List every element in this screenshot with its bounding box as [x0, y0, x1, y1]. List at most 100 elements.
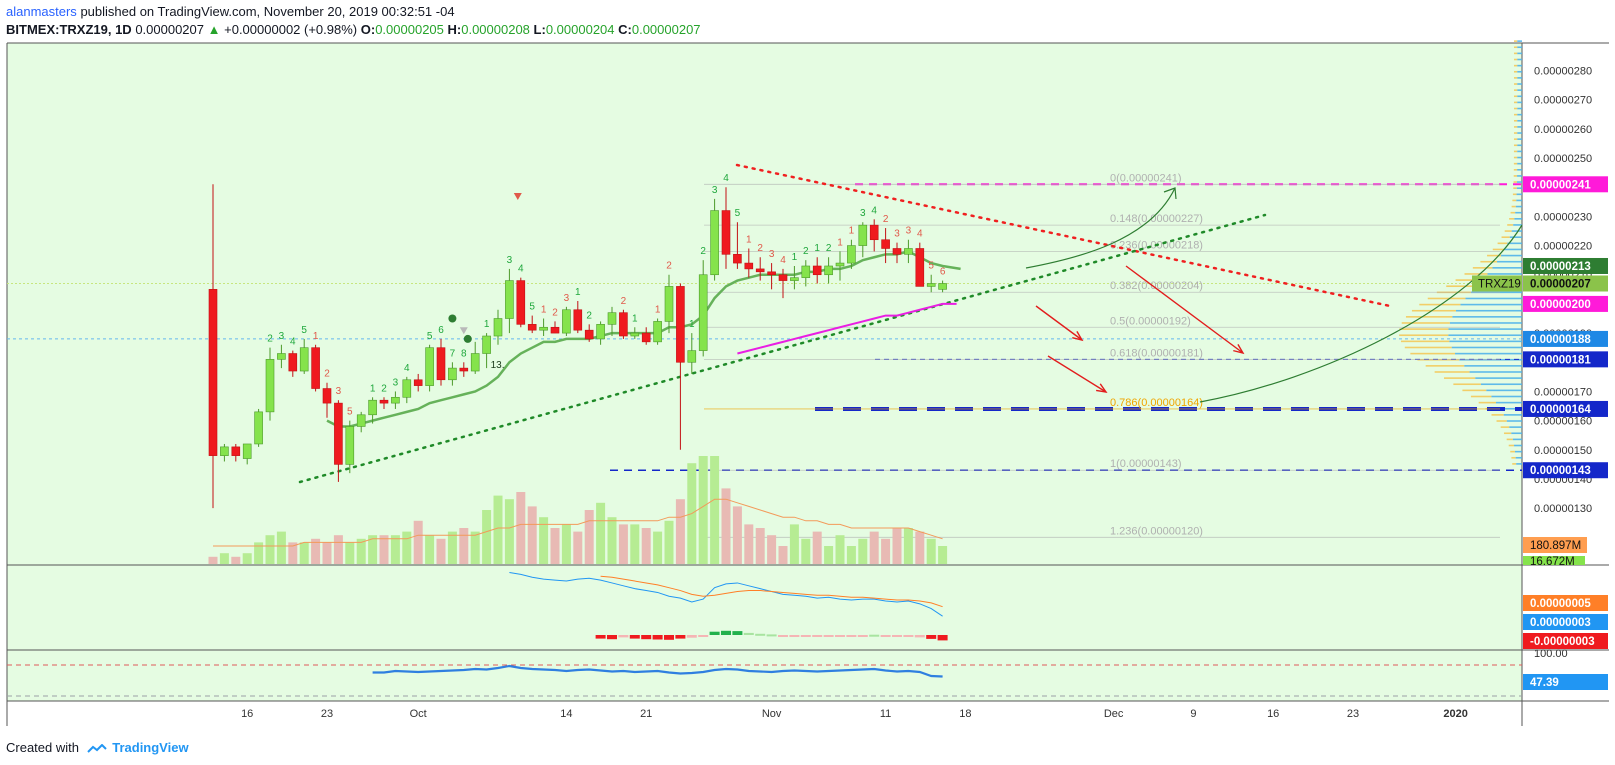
volume-bar [835, 535, 845, 564]
volume-bar [824, 546, 834, 564]
volume-profile-bar-up [1517, 64, 1522, 67]
volume-profile-bar-down [1478, 401, 1497, 404]
volume-profile-bar-down [1514, 64, 1518, 67]
candle-body [459, 367, 469, 372]
volume-profile-bar-up [1517, 83, 1522, 85]
volume-bar [436, 538, 446, 564]
volume-bar [539, 517, 549, 564]
td-count-label: 5 [529, 302, 535, 313]
macd-signal-line [600, 575, 943, 608]
volume-bar [915, 531, 925, 564]
published-text: published on TradingView.com, November 2… [80, 4, 455, 19]
volume-profile-bar-up [1475, 377, 1522, 379]
volume-profile-bar-down [1504, 432, 1512, 435]
td-count-label: 1 [792, 252, 798, 263]
volume-bar [402, 531, 412, 564]
volume-profile-bar-down [1510, 450, 1515, 453]
volume-profile-bar-up [1492, 267, 1522, 269]
descending-trendline [735, 163, 1392, 308]
macd-tag-bg [1523, 614, 1608, 630]
author-link[interactable]: alanmasters [6, 4, 77, 19]
volume-profile-bar-down [1496, 420, 1507, 422]
volume-bar [561, 524, 571, 564]
x-tick-label: Nov [762, 708, 782, 720]
volume-bar [231, 556, 241, 564]
x-tick-label: 23 [1347, 708, 1359, 720]
td-count-label: 3 [769, 249, 775, 260]
volume-profile-bar-up [1516, 187, 1522, 189]
volume-profile-bar-down [1514, 58, 1518, 61]
tradingview-link[interactable]: TradingView [112, 740, 189, 755]
td-count-label: 3 [564, 293, 570, 304]
candle-body [721, 210, 731, 255]
volume-bar [858, 538, 868, 564]
volume-bar [675, 499, 685, 564]
volume-profile-bar-down [1514, 46, 1518, 49]
candle-body [516, 280, 526, 325]
price-change: +0.00000002 (+0.98%) [224, 22, 358, 37]
ema-pink-line [737, 302, 957, 355]
td-count-label: 2 [757, 243, 763, 254]
td-count-label: 4 [290, 337, 296, 348]
trend-lines[interactable] [298, 163, 1392, 484]
forecast-arrows[interactable] [1025, 187, 1523, 403]
td-count-label: 1 [313, 331, 319, 342]
volume-profile-bar-down [1508, 444, 1515, 447]
volume-bar [322, 542, 332, 564]
td-count-label: 3 [894, 229, 900, 240]
volume-profile-bar-down [1425, 365, 1465, 367]
volume-bar [846, 546, 856, 564]
volume-profile-bar-down [1472, 267, 1493, 269]
volume-profile-bar-down [1511, 456, 1516, 459]
candle-body [869, 224, 879, 241]
volume-profile-bar-up [1517, 162, 1522, 165]
volume-profile-bar-up [1517, 89, 1522, 91]
x-tick-label: 23 [321, 708, 333, 720]
volume-profile-bar-up [1460, 303, 1522, 306]
td-count-label: 1 [541, 305, 547, 316]
macd-tag: 0.00000003 [1530, 617, 1591, 629]
macd-histogram-bar [721, 630, 731, 635]
volume-profile-bar-down [1410, 352, 1456, 355]
td-count-label: 1 [689, 319, 695, 330]
candlesticks[interactable] [208, 184, 947, 509]
close-label: C: [618, 22, 632, 37]
volume-profile-bar-up [1517, 138, 1522, 140]
price-tag: 0.00000241 [1530, 179, 1591, 191]
volume-profile-bar-down [1411, 309, 1456, 312]
macd-histogram-bar [857, 635, 868, 637]
volume-profile-bar-up [1509, 236, 1522, 238]
td-count-label: 1 [814, 243, 820, 254]
volume-profile-bar-up [1516, 193, 1522, 196]
volume-profile-bar-up [1455, 352, 1522, 355]
candle-body [938, 283, 947, 290]
td-count-label: 1 [370, 383, 376, 394]
macd-histogram-bar [664, 635, 674, 640]
volume-profile-bar-down [1512, 193, 1517, 196]
volume-profile-bar-down [1470, 395, 1492, 398]
fibonacci-retracement[interactable]: 0(0.00000241)0.148(0.00000227)0.236(0.00… [704, 172, 1500, 538]
price-tag: 0.00000200 [1530, 299, 1591, 311]
volume-bar [311, 538, 321, 564]
annotation-label: 13. [491, 360, 505, 371]
signal-dot-icon [463, 334, 472, 343]
volume-profile-bar-up [1517, 52, 1522, 55]
candle-body [790, 277, 799, 281]
volume-profile-bar-up [1451, 346, 1522, 349]
volume-profile-bar-up [1517, 119, 1522, 122]
macd-tag-bg [1523, 595, 1608, 611]
price-axis[interactable] [1522, 43, 1609, 701]
volume-profile-bar-down [1462, 389, 1487, 392]
volume-profile-bar-down [1513, 126, 1518, 128]
volume-profile-bar-down [1513, 162, 1518, 165]
volume-profile-bar-down [1512, 463, 1517, 465]
volume-bar [698, 456, 708, 564]
volume-profile-bar-down [1513, 113, 1518, 116]
volume-bar [573, 531, 583, 564]
volume-bar [276, 531, 286, 564]
volume-bar [550, 528, 560, 564]
volume-bar [767, 535, 777, 564]
volume-profile-bar-up [1517, 101, 1522, 104]
volume-profile-bar-up [1487, 273, 1522, 275]
